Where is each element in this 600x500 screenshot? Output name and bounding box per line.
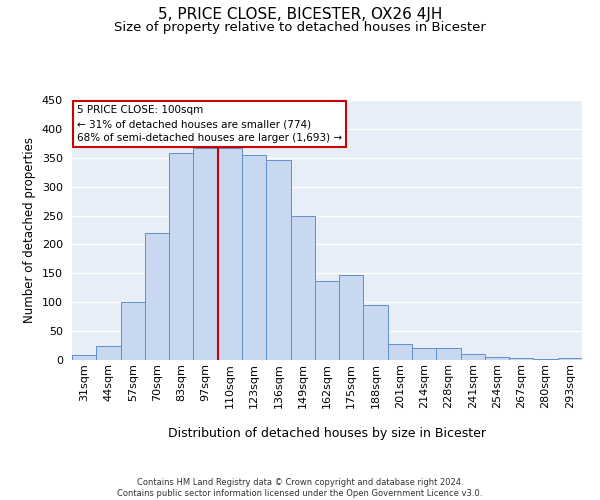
Bar [339, 275, 364, 360]
Bar [364, 305, 388, 360]
Bar [290, 216, 315, 360]
Bar [266, 160, 290, 360]
Bar [96, 346, 121, 360]
Text: Size of property relative to detached houses in Bicester: Size of property relative to detached ho… [114, 21, 486, 34]
Bar [169, 153, 193, 360]
Bar [485, 357, 509, 360]
Bar [315, 281, 339, 360]
Bar [193, 148, 218, 360]
Bar [436, 348, 461, 360]
Text: Distribution of detached houses by size in Bicester: Distribution of detached houses by size … [168, 428, 486, 440]
Bar [242, 155, 266, 360]
Bar [72, 356, 96, 360]
Bar [412, 348, 436, 360]
Text: 5, PRICE CLOSE, BICESTER, OX26 4JH: 5, PRICE CLOSE, BICESTER, OX26 4JH [158, 8, 442, 22]
Bar [121, 302, 145, 360]
Bar [145, 233, 169, 360]
Bar [558, 358, 582, 360]
Bar [461, 354, 485, 360]
Bar [509, 358, 533, 360]
Text: Contains HM Land Registry data © Crown copyright and database right 2024.
Contai: Contains HM Land Registry data © Crown c… [118, 478, 482, 498]
Bar [533, 359, 558, 360]
Bar [218, 148, 242, 360]
Bar [388, 344, 412, 360]
Text: 5 PRICE CLOSE: 100sqm
← 31% of detached houses are smaller (774)
68% of semi-det: 5 PRICE CLOSE: 100sqm ← 31% of detached … [77, 105, 342, 143]
Y-axis label: Number of detached properties: Number of detached properties [23, 137, 36, 323]
